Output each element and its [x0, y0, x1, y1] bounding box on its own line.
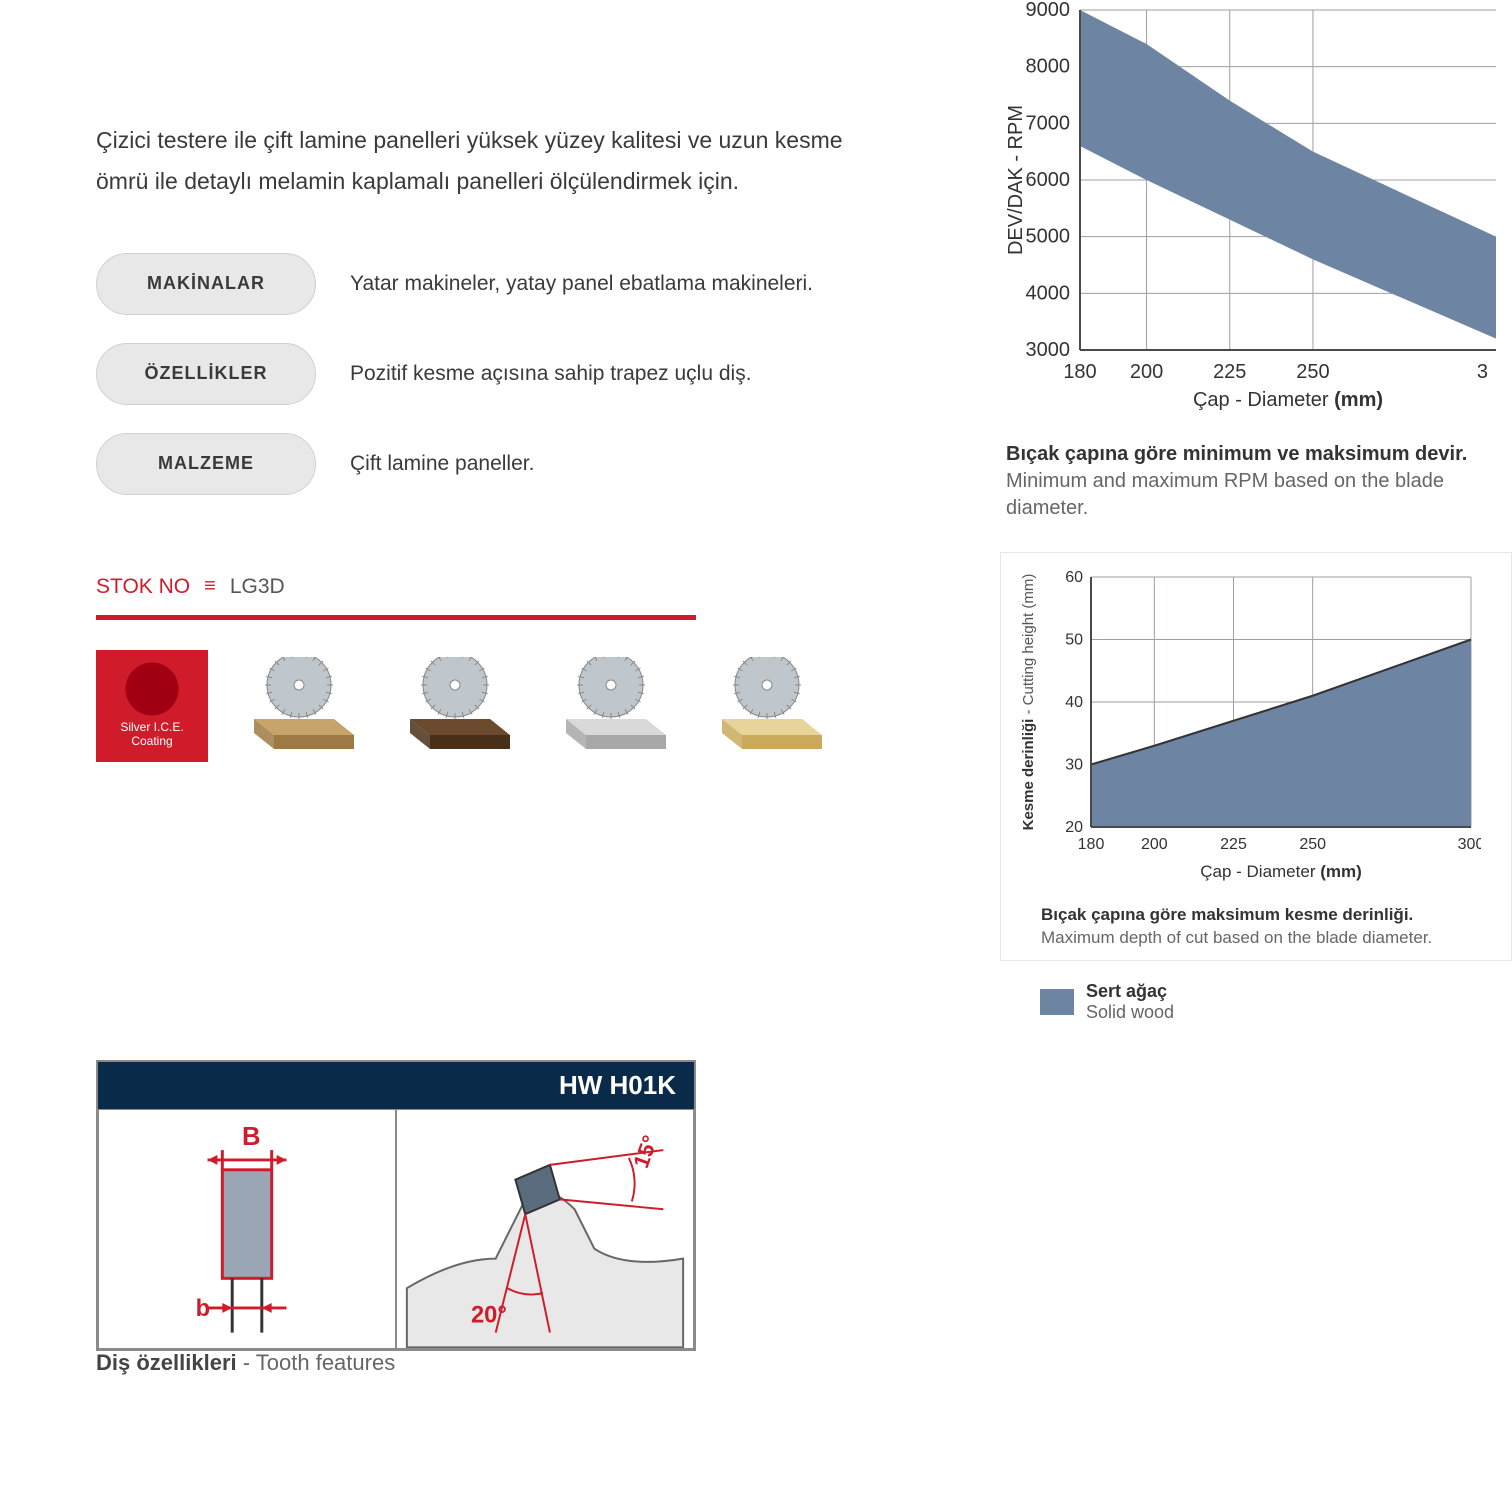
svg-text:6000: 6000	[1026, 169, 1071, 191]
ice-line2: Coating	[131, 734, 172, 748]
spec-machines-text: Yatar makineler, yatay panel ebatlama ma…	[350, 272, 813, 296]
hamburger-icon: ≡	[204, 575, 216, 598]
spec-features-text: Pozitif kesme açısına sahip trapez uçlu …	[350, 362, 752, 386]
tooth-features-caption: Diş özellikleri - Tooth features	[96, 1350, 395, 1376]
legend: Sert ağaç Solid wood	[1040, 981, 1512, 1024]
svg-text:50: 50	[1065, 632, 1083, 649]
stock-label: STOK NO	[96, 575, 190, 599]
spec-machines-row: MAKİNALAR Yatar makineler, yatay panel e…	[96, 253, 896, 315]
tooth-features-panel: HW H01K B b	[96, 1060, 696, 1351]
svg-text:250: 250	[1299, 836, 1326, 853]
svg-text:3000: 3000	[1026, 339, 1071, 361]
tooth-angle-diagram: 15° 20°	[396, 1109, 694, 1349]
svg-text:7000: 7000	[1026, 112, 1071, 134]
legend-swatch	[1040, 989, 1074, 1015]
material-icon-1	[244, 657, 364, 762]
spec-material-text: Çift lamine paneller.	[350, 452, 534, 476]
svg-text:200: 200	[1130, 361, 1163, 383]
ice-line1: Silver I.C.E.	[120, 720, 183, 734]
svg-text:15°: 15°	[628, 1132, 663, 1171]
svg-text:300: 300	[1458, 836, 1481, 853]
svg-text:60: 60	[1065, 569, 1083, 586]
svg-text:B: B	[242, 1123, 261, 1151]
depth-chart-caption: Bıçak çapına göre maksimum kesme derinli…	[1041, 904, 1501, 950]
material-icon-3	[556, 657, 676, 762]
divider-bar	[96, 615, 696, 620]
rpm-chart-caption: Bıçak çapına göre minimum ve maksimum de…	[1006, 441, 1512, 522]
svg-text:Çap - Diameter (mm): Çap - Diameter (mm)	[1200, 862, 1362, 881]
tooth-features-title: HW H01K	[98, 1062, 694, 1109]
spec-material-row: MALZEME Çift lamine paneller.	[96, 433, 896, 495]
svg-text:Çap - Diameter (mm): Çap - Diameter (mm)	[1193, 389, 1383, 411]
depth-chart-box: 20 30 40 50 60 180 200 225 250 300 Çap -…	[1000, 552, 1512, 961]
svg-text:30: 30	[1065, 757, 1083, 774]
svg-text:9000: 9000	[1026, 0, 1071, 21]
legend-text: Sert ağaç Solid wood	[1086, 981, 1174, 1024]
ice-seal-icon: I.C.E.	[127, 664, 177, 714]
svg-text:20: 20	[1065, 819, 1083, 836]
spec-machines-pill: MAKİNALAR	[96, 253, 316, 315]
svg-text:180: 180	[1078, 836, 1105, 853]
svg-text:225: 225	[1213, 361, 1246, 383]
stock-number-row: STOK NO ≡ LG3D	[96, 575, 896, 599]
svg-text:b: b	[196, 1296, 210, 1322]
spec-features-row: ÖZELLİKLER Pozitif kesme açısına sahip t…	[96, 343, 896, 405]
rpm-chart: 3000 4000 5000 6000 7000 8000 9000 180 2…	[1000, 0, 1512, 425]
svg-text:225: 225	[1220, 836, 1247, 853]
depth-chart: 20 30 40 50 60 180 200 225 250 300 Çap -…	[1011, 567, 1501, 892]
svg-text:200: 200	[1141, 836, 1168, 853]
spec-material-pill: MALZEME	[96, 433, 316, 495]
svg-text:40: 40	[1065, 694, 1083, 711]
svg-text:180: 180	[1063, 361, 1096, 383]
material-icon-2	[400, 657, 520, 762]
svg-text:8000: 8000	[1026, 56, 1071, 78]
svg-text:20°: 20°	[471, 1303, 507, 1329]
material-icons-row: I.C.E. Silver I.C.E. Coating	[96, 650, 896, 762]
svg-text:250: 250	[1296, 361, 1329, 383]
svg-text:3: 3	[1477, 361, 1488, 383]
ice-coating-badge: I.C.E. Silver I.C.E. Coating	[96, 650, 208, 762]
spec-features-pill: ÖZELLİKLER	[96, 343, 316, 405]
intro-text: Çizici testere ile çift lamine panelleri…	[96, 120, 896, 203]
svg-text:4000: 4000	[1026, 282, 1071, 304]
tooth-width-diagram: B b	[98, 1109, 396, 1349]
stock-value: LG3D	[230, 575, 285, 599]
material-icon-4	[712, 657, 832, 762]
svg-text:DEV/DAK - RPM: DEV/DAK - RPM	[1005, 105, 1027, 255]
svg-text:Kesme derinliği - Cutting heig: Kesme derinliği - Cutting height (mm)	[1020, 574, 1037, 831]
svg-text:5000: 5000	[1026, 226, 1071, 248]
